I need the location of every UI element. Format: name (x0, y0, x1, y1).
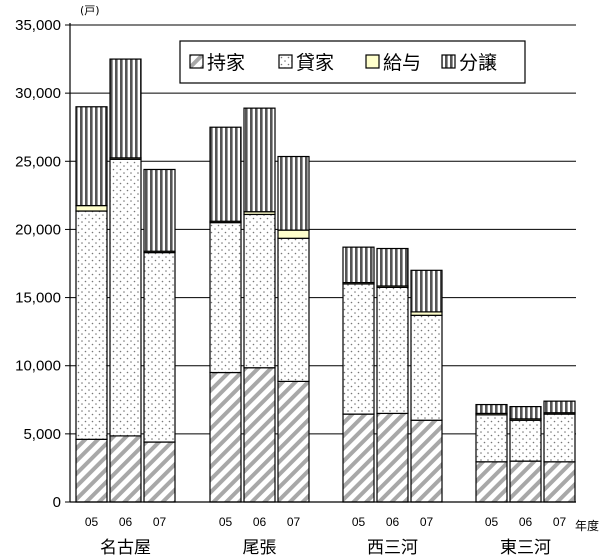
bar-segment-vertical (410, 269, 443, 313)
bar-segment-diagonal (243, 367, 276, 503)
y-tick-label: 25,000 (15, 153, 61, 170)
bar-segment-dots (143, 251, 176, 443)
legend: 持家 貸家 給与 分譲 (179, 40, 526, 84)
bar-segment-vertical (75, 106, 108, 207)
bar-segment-dots (277, 237, 310, 382)
bar-segment-vertical (277, 155, 310, 231)
bar-segment-dots (75, 210, 108, 440)
legend-swatch-diagonal (189, 54, 204, 69)
x-unit-label: 年度 (575, 518, 599, 533)
year-label: 05 (219, 515, 233, 529)
bar-segment-dots (243, 213, 276, 369)
legend-swatch-dots (278, 54, 293, 69)
year-label: 07 (287, 515, 301, 529)
bar-segment-dots (209, 222, 242, 374)
axis-labels: 0 5,000 10,000 15,000 20,000 25,000 30,000 35,0… (15, 4, 599, 558)
bar-segment-dots (410, 314, 443, 421)
year-label: 06 (519, 515, 533, 529)
bar-segment-diagonal (410, 419, 443, 503)
bar-segment-diagonal (475, 461, 508, 503)
legend-swatch-vertical (441, 54, 456, 69)
y-tick-label: 10,000 (15, 358, 61, 375)
year-label: 05 (352, 515, 366, 529)
y-tick-label: 35,000 (15, 17, 61, 34)
bar-segment-diagonal (543, 461, 576, 503)
y-unit-label: (戸) (80, 4, 100, 17)
year-label: 07 (553, 515, 567, 529)
legend-box (179, 40, 526, 84)
year-label: 07 (420, 515, 434, 529)
bar-segment-dots (475, 414, 508, 463)
year-label: 05 (85, 515, 99, 529)
bar-segment-diagonal (209, 371, 242, 503)
bar-segment-vertical (243, 107, 276, 213)
y-tick-label: 15,000 (15, 290, 61, 307)
year-label: 06 (119, 515, 133, 529)
bar-segment-dots (109, 158, 142, 437)
axes (65, 23, 576, 503)
region-label: 尾張 (243, 538, 277, 558)
region-label: 東三河 (500, 538, 551, 558)
year-label: 05 (485, 515, 499, 529)
bar-segment-diagonal (143, 441, 176, 503)
bar-segment-diagonal (109, 435, 142, 503)
bars (75, 58, 576, 503)
bar-segment-vertical (143, 168, 176, 252)
y-tick-label: 30,000 (15, 85, 61, 102)
legend-swatch-yellow (365, 54, 380, 69)
legend-label: 給与 (383, 52, 421, 74)
year-label: 06 (386, 515, 400, 529)
bar-segment-vertical (475, 403, 508, 415)
bar-segment-dots (543, 413, 576, 463)
bar-segment-vertical (543, 400, 576, 414)
bar-segment-dots (376, 286, 409, 415)
y-tick-label: 20,000 (15, 221, 61, 238)
year-label: 07 (153, 515, 167, 529)
bar-segment-vertical (209, 126, 242, 222)
bar-segment-diagonal (376, 412, 409, 503)
bar-segment-diagonal (509, 460, 542, 503)
bar-segment-diagonal (75, 438, 108, 503)
legend-label: 貸家 (296, 52, 334, 74)
year-label: 06 (253, 515, 267, 529)
region-label: 名古屋 (100, 538, 151, 558)
region-label: 西三河 (367, 538, 418, 558)
bar-segment-yellow (277, 229, 310, 239)
y-tick-label: 5,000 (23, 426, 61, 443)
y-tick-label: 0 (53, 494, 61, 511)
bar-segment-dots (509, 419, 542, 462)
bar-segment-diagonal (277, 380, 310, 503)
bar-segment-diagonal (342, 413, 375, 503)
bar-segment-vertical (376, 247, 409, 287)
legend-label: 持家 (207, 52, 245, 74)
bar-segment-vertical (342, 246, 375, 284)
bar-segment-vertical (509, 406, 542, 420)
bar-segment-vertical (109, 58, 142, 159)
bar-segment-yellow (75, 204, 108, 212)
bar-segment-dots (342, 283, 375, 415)
legend-label: 分譲 (459, 52, 497, 74)
